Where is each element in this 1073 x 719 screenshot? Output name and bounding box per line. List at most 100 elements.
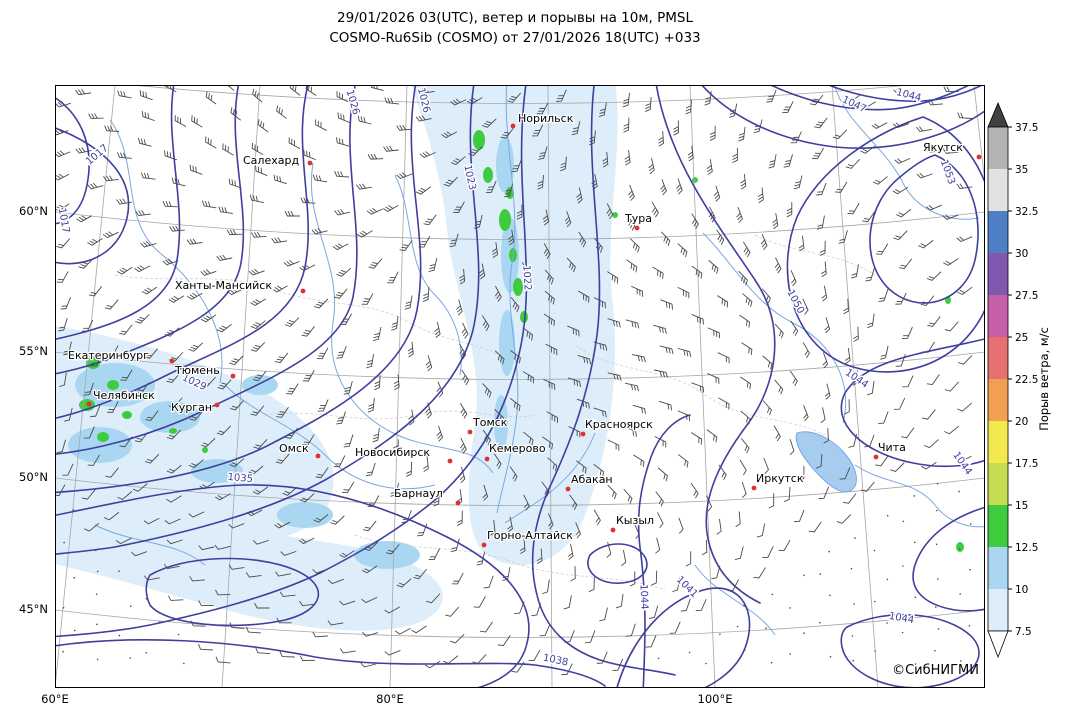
colorbar-segment [988,253,1008,295]
gust-shading-layer [55,85,964,631]
colorbar-label: Порыв ветра, м/с [1037,327,1051,431]
city-label: Тура [624,212,652,225]
city-label: Ханты-Мансийск [175,279,272,292]
colorbar-segment [988,589,1008,631]
city-marker [230,373,236,379]
city-label: Норильск [518,112,574,125]
city-marker [580,431,586,437]
city-marker [634,225,640,231]
colorbar-segment [988,169,1008,211]
city-marker [307,160,313,166]
colorbar-top-arrow [987,101,1009,128]
city-label: Кемерово [489,442,546,455]
isobar-label: 1044 [888,611,915,626]
map-area: 1017 1017 1026 1026 1023 1022 1029 1035 1044 1047… [55,85,985,688]
colorbar-segment [988,505,1008,547]
lat-tick-label: 60°N [19,204,48,218]
colorbar-bottom-arrow [987,630,1009,659]
colorbar: 37.5 35 32.5 30 27.5 25 22.5 20 17.5 15 12.5 10 7.5 [987,101,1038,659]
city-marker [447,458,453,464]
city-label: Салехард [243,154,299,167]
city-label: Челябинск [93,389,155,402]
title-block: 29/01/2026 03(UTC), ветер и порывы на 10… [0,8,1030,49]
lon-tick-label: 100°E [697,692,733,706]
map-frame-border [55,85,985,688]
lat-tick-label: 50°N [19,470,48,484]
isobar-label: 1053 [938,158,957,186]
colorbar-segment [988,547,1008,589]
city-label: Горно-Алтайск [487,529,573,542]
title-line-2: COSMO-Ru6Sib (COSMO) от 27/01/2026 18(UT… [329,30,701,47]
city-marker [300,288,306,294]
city-label: Чита [878,441,906,454]
city-marker [86,401,92,407]
city-marker [610,527,616,533]
colorbar-tick-label: 15 [1015,500,1028,512]
colorbar-segment [988,379,1008,421]
city-marker [484,456,490,462]
colorbar-segment [988,295,1008,337]
watermark: ©СибНИГМИ [892,663,979,678]
colorbar-tick-label: 27.5 [1015,290,1038,302]
isobar-label: 1035 [227,472,253,485]
city-label: Барнаул [394,487,443,500]
cities-layer: Норильск Якутск Салехард Тура Ханты-Мансийск… [67,111,982,548]
colorbar-segment [988,463,1008,505]
colorbar-tick-label: 25 [1015,332,1028,344]
city-label: Новосибирск [355,446,430,459]
lat-tick-label: 45°N [19,602,48,616]
city-marker [467,429,473,435]
colorbar-tick-label: 7.5 [1015,626,1032,638]
colorbar-segment [988,421,1008,463]
colorbar-tick-label: 22.5 [1015,374,1038,386]
isobar-label: 1026 [344,89,362,116]
city-marker [565,486,571,492]
colorbar-segment [988,211,1008,253]
city-marker [481,542,487,548]
isobar-label: 1047 [840,94,868,115]
wind-barbs-layer [55,85,973,676]
isobar-label: 1022 [520,265,532,291]
colorbar-tick-label: 30 [1015,248,1028,260]
rivers-layer [94,85,985,636]
lon-tick-label: 80°E [376,692,404,706]
isobar-contours-layer [55,85,985,688]
colorbar-tick-label: 12.5 [1015,542,1038,554]
title-line-1: 29/01/2026 03(UTC), ветер и порывы на 10… [337,10,693,26]
city-label: Курган [171,401,212,414]
colorbar-tick-label: 37.5 [1015,122,1038,134]
city-marker [315,453,321,459]
city-label: Екатеринбург [68,349,149,362]
city-label: Красноярск [585,418,653,431]
city-marker [873,454,879,460]
colorbar-tick-label: 32.5 [1015,206,1038,218]
colorbar-segment [988,337,1008,379]
isobar-label: 1044 [638,584,650,610]
city-marker [751,485,757,491]
colorbar-tick-label: 17.5 [1015,458,1038,470]
city-label: Томск [472,416,508,429]
colorbar-tick-label: 10 [1015,584,1028,596]
city-label: Якутск [923,141,963,154]
lake-baikal [795,431,857,493]
lat-tick-label: 55°N [19,344,48,358]
city-label: Иркутск [756,472,804,485]
colorbar-tick-label: 35 [1015,164,1028,176]
city-label: Тюмень [174,364,220,377]
city-marker [169,358,175,364]
city-label: Омск [279,442,309,455]
city-marker [976,154,982,160]
city-marker [510,123,516,129]
city-marker [455,500,461,506]
colorbar-tick-label: 20 [1015,416,1028,428]
lon-tick-label: 60°E [41,692,69,706]
city-label: Абакан [571,473,613,486]
colorbar-segment [988,127,1008,169]
isobar-label: 1017 [56,207,71,234]
isobar-label: 1050 [784,288,806,316]
city-marker [214,402,220,408]
city-label: Кызыл [616,514,654,527]
admin-borders-layer [114,234,876,591]
